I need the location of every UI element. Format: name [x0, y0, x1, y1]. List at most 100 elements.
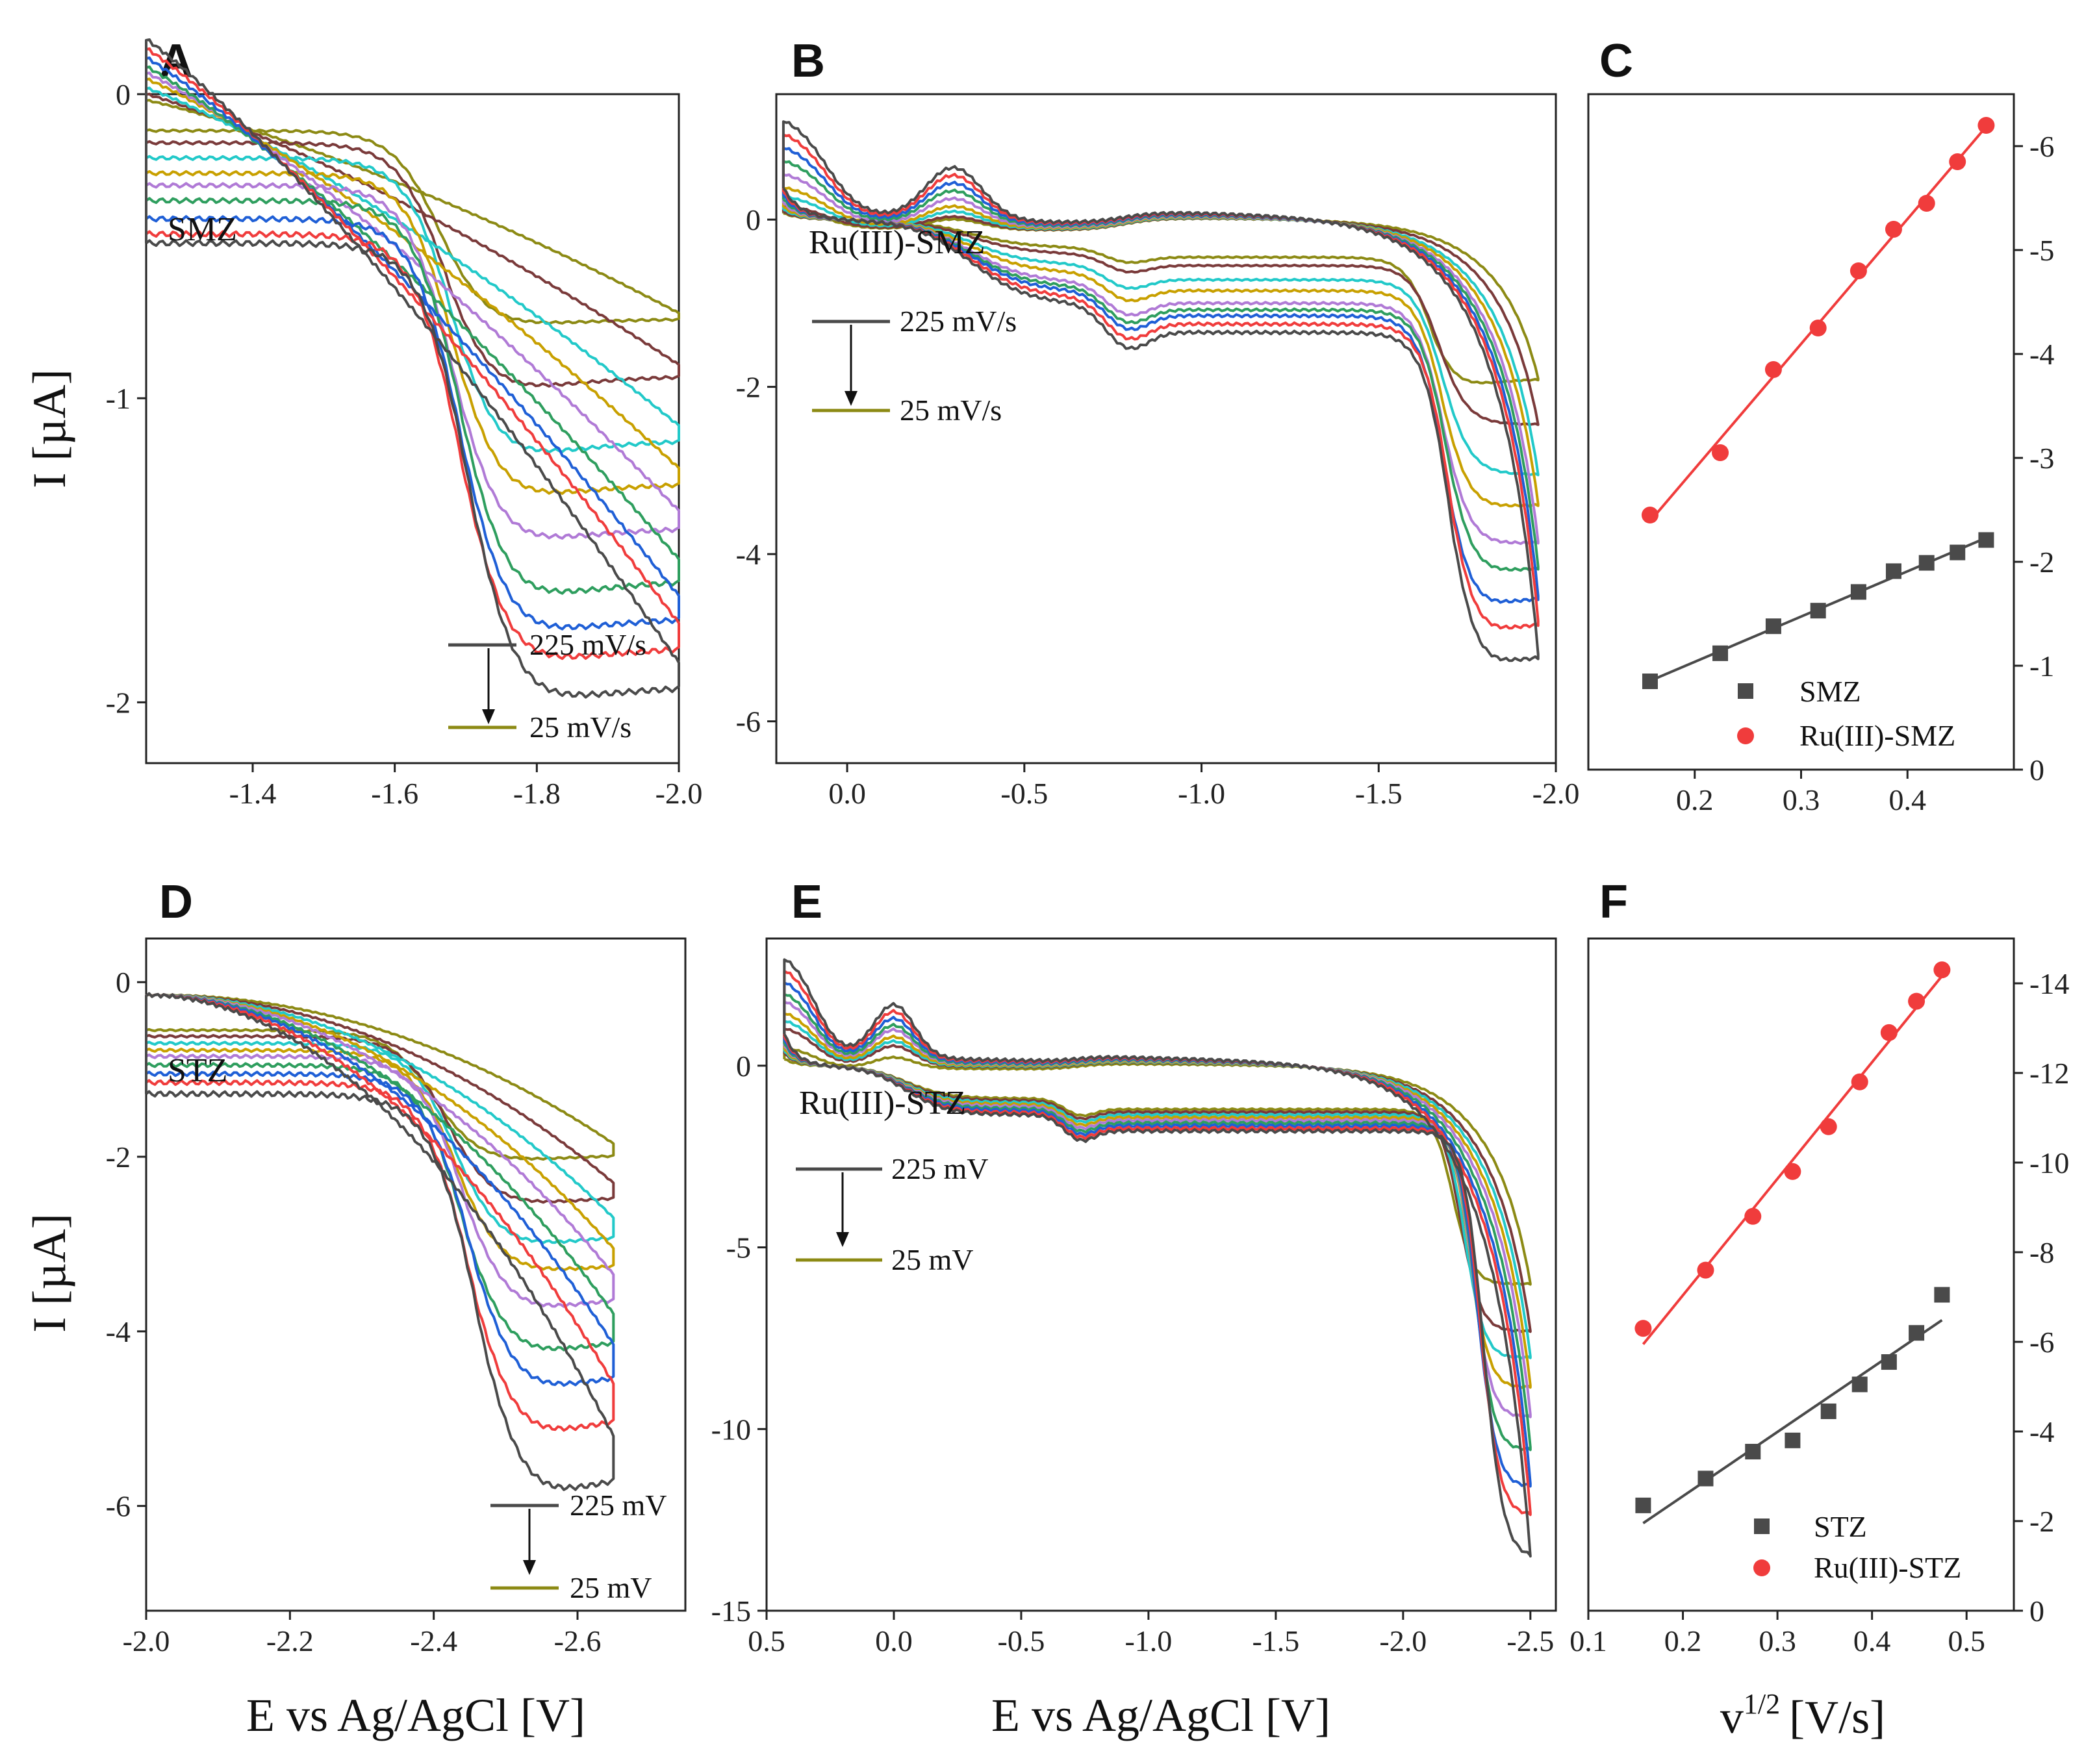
y-tick-label: -6	[736, 705, 761, 738]
panel-d: D -2.0 -2.2 -2.4 -2.6 0 -2 -4 -6 STZ 225 mV 25 …	[106, 876, 687, 1657]
data-point-square	[1978, 532, 1994, 548]
x-tick-label: 0.4	[1889, 783, 1927, 816]
y-tick-label: -5	[726, 1231, 751, 1265]
data-point-circle	[1851, 1073, 1868, 1090]
y-tick-label: -4	[2029, 338, 2054, 371]
data-point-square	[1909, 1325, 1925, 1341]
data-point-circle	[1820, 1118, 1837, 1135]
data-point-circle	[1712, 444, 1729, 461]
panel-label-f: F	[1599, 876, 1628, 928]
data-point-square	[1934, 1287, 1950, 1303]
x-axis-label-f-units: [V/s]	[1789, 1691, 1885, 1743]
cv-curve-225mVs	[145, 992, 615, 1491]
y-tick-label: -8	[2029, 1236, 2054, 1269]
data-point-square	[1810, 603, 1826, 619]
cv-curve-100mVs	[145, 77, 680, 495]
cv-curve-150mVs	[145, 992, 615, 1352]
data-point-square	[1820, 1403, 1836, 1419]
legend-marker-smz	[1738, 683, 1753, 699]
data-point-square	[1885, 563, 1901, 579]
x-tick-label: -2.0	[123, 1624, 170, 1657]
x-tick-label: 0.0	[828, 777, 866, 810]
x-tick-label: -1.4	[229, 777, 277, 810]
y-tick-label: -14	[2029, 967, 2069, 1000]
legend-ru-stz: Ru(III)-STZ	[1814, 1551, 1961, 1584]
y-tick-label: 0	[116, 966, 131, 999]
y-tick-label: -1	[106, 382, 131, 415]
y-tick-label: -3	[2029, 442, 2054, 475]
y-tick-label: 0	[746, 203, 761, 236]
data-point-square	[1785, 1432, 1801, 1448]
x-axis-label-f-symbol: v	[1720, 1691, 1744, 1743]
legend-marker-stz	[1754, 1518, 1770, 1534]
data-point-circle	[1634, 1320, 1652, 1337]
cv-curve-200mVs	[145, 992, 615, 1432]
plot-frame-d	[145, 937, 687, 1612]
cv-curve-150mVs	[145, 65, 680, 595]
data-point-square	[1881, 1354, 1897, 1370]
x-axis-label-e: E vs Ag/AgCl [V]	[991, 1689, 1330, 1741]
data-point-square	[1918, 555, 1935, 571]
data-point-circle	[1744, 1207, 1762, 1225]
x-tick-label: 0.3	[1783, 783, 1820, 816]
data-point-circle	[1918, 195, 1935, 212]
panel-label-b: B	[791, 35, 825, 87]
fit-line-0	[1642, 1318, 1943, 1524]
x-tick-label: -1.6	[371, 777, 418, 810]
y-tick-label: -10	[2029, 1146, 2069, 1179]
data-point-square	[1950, 544, 1966, 561]
legend-marker-ru-smz	[1737, 727, 1754, 744]
cv-curve-25mVs	[145, 99, 680, 325]
y-axis-label-bottom: I [µA]	[23, 1213, 75, 1332]
y-tick-label: -6	[2029, 130, 2054, 163]
panel-title-a: SMZ	[168, 211, 237, 248]
data-point-circle	[1885, 221, 1902, 238]
x-axis-label-f-superscript: 1/2	[1744, 1688, 1780, 1720]
cv-curve-25mVs	[783, 1046, 1532, 1286]
cv-curve-125mVs	[145, 71, 680, 540]
data-point-square	[1642, 674, 1658, 689]
data-point-square	[1712, 645, 1729, 661]
data-point-circle	[1949, 153, 1966, 170]
y-tick-label: -4	[736, 538, 761, 571]
arrow-head-a	[482, 709, 495, 724]
y-tick-label: -2	[2029, 1505, 2054, 1538]
y-tick-label: -10	[711, 1413, 751, 1446]
x-tick-label: -2.0	[1532, 777, 1580, 810]
y-tick-label: -5	[2029, 234, 2054, 267]
cv-curve-100mVs	[783, 1012, 1532, 1389]
legend-bottom-a: 25 mV/s	[529, 711, 631, 744]
y-tick-label: 0	[2029, 753, 2044, 787]
legend-top-a: 225 mV/s	[529, 628, 646, 661]
y-tick-label: -12	[2029, 1057, 2069, 1090]
plot-frame-b	[775, 93, 1557, 764]
y-tick-label: 0	[116, 78, 131, 111]
cv-curve-50mVs	[145, 92, 680, 388]
x-tick-label: 0.2	[1676, 783, 1714, 816]
x-tick-label: -2.0	[655, 777, 703, 810]
x-tick-label: -2.0	[1379, 1624, 1427, 1657]
legend-ru-smz: Ru(III)-SMZ	[1799, 719, 1955, 752]
legend-stz: STZ	[1814, 1510, 1867, 1543]
panel-label-c: C	[1599, 35, 1633, 87]
legend-smz: SMZ	[1799, 675, 1861, 708]
plot-frame-f	[1587, 937, 2015, 1612]
y-tick-label: 0	[736, 1050, 751, 1083]
panel-c: C 0.2 0.3 0.4 0 -1 -2 -3 -4 -5 -6 SMZ Ru(III)-SMZ	[1587, 35, 2054, 816]
plot-frame-e	[765, 937, 1557, 1612]
cv-curve-225mVs	[145, 38, 680, 699]
x-tick-label: -1.0	[1125, 1624, 1172, 1657]
cv-curve-100mVs	[145, 992, 615, 1272]
x-tick-label: -0.5	[998, 1624, 1045, 1657]
x-tick-label: -2.4	[410, 1624, 457, 1657]
x-tick-label: 0.3	[1759, 1624, 1796, 1657]
x-tick-label: -2.2	[266, 1624, 314, 1657]
panel-f: F 0.1 0.2 0.3 0.4 0.50-2-4-6-8-10-12-14 STZ …	[1570, 876, 2069, 1657]
plot-frame-c	[1587, 93, 2015, 771]
panel-title-e: Ru(III)-STZ	[799, 1085, 966, 1122]
legend-top-e: 225 mV	[891, 1152, 989, 1185]
data-point-circle	[1908, 992, 1925, 1010]
x-tick-label: 0.4	[1853, 1624, 1891, 1657]
panel-e: E 0.5 0.0 -0.5 -1.0 -1.5 -2.0 -2.5 0 -5 -10 -15 Ru…	[711, 876, 1557, 1657]
x-axis-label-f: v1/2 [V/s]	[1720, 1688, 1885, 1743]
